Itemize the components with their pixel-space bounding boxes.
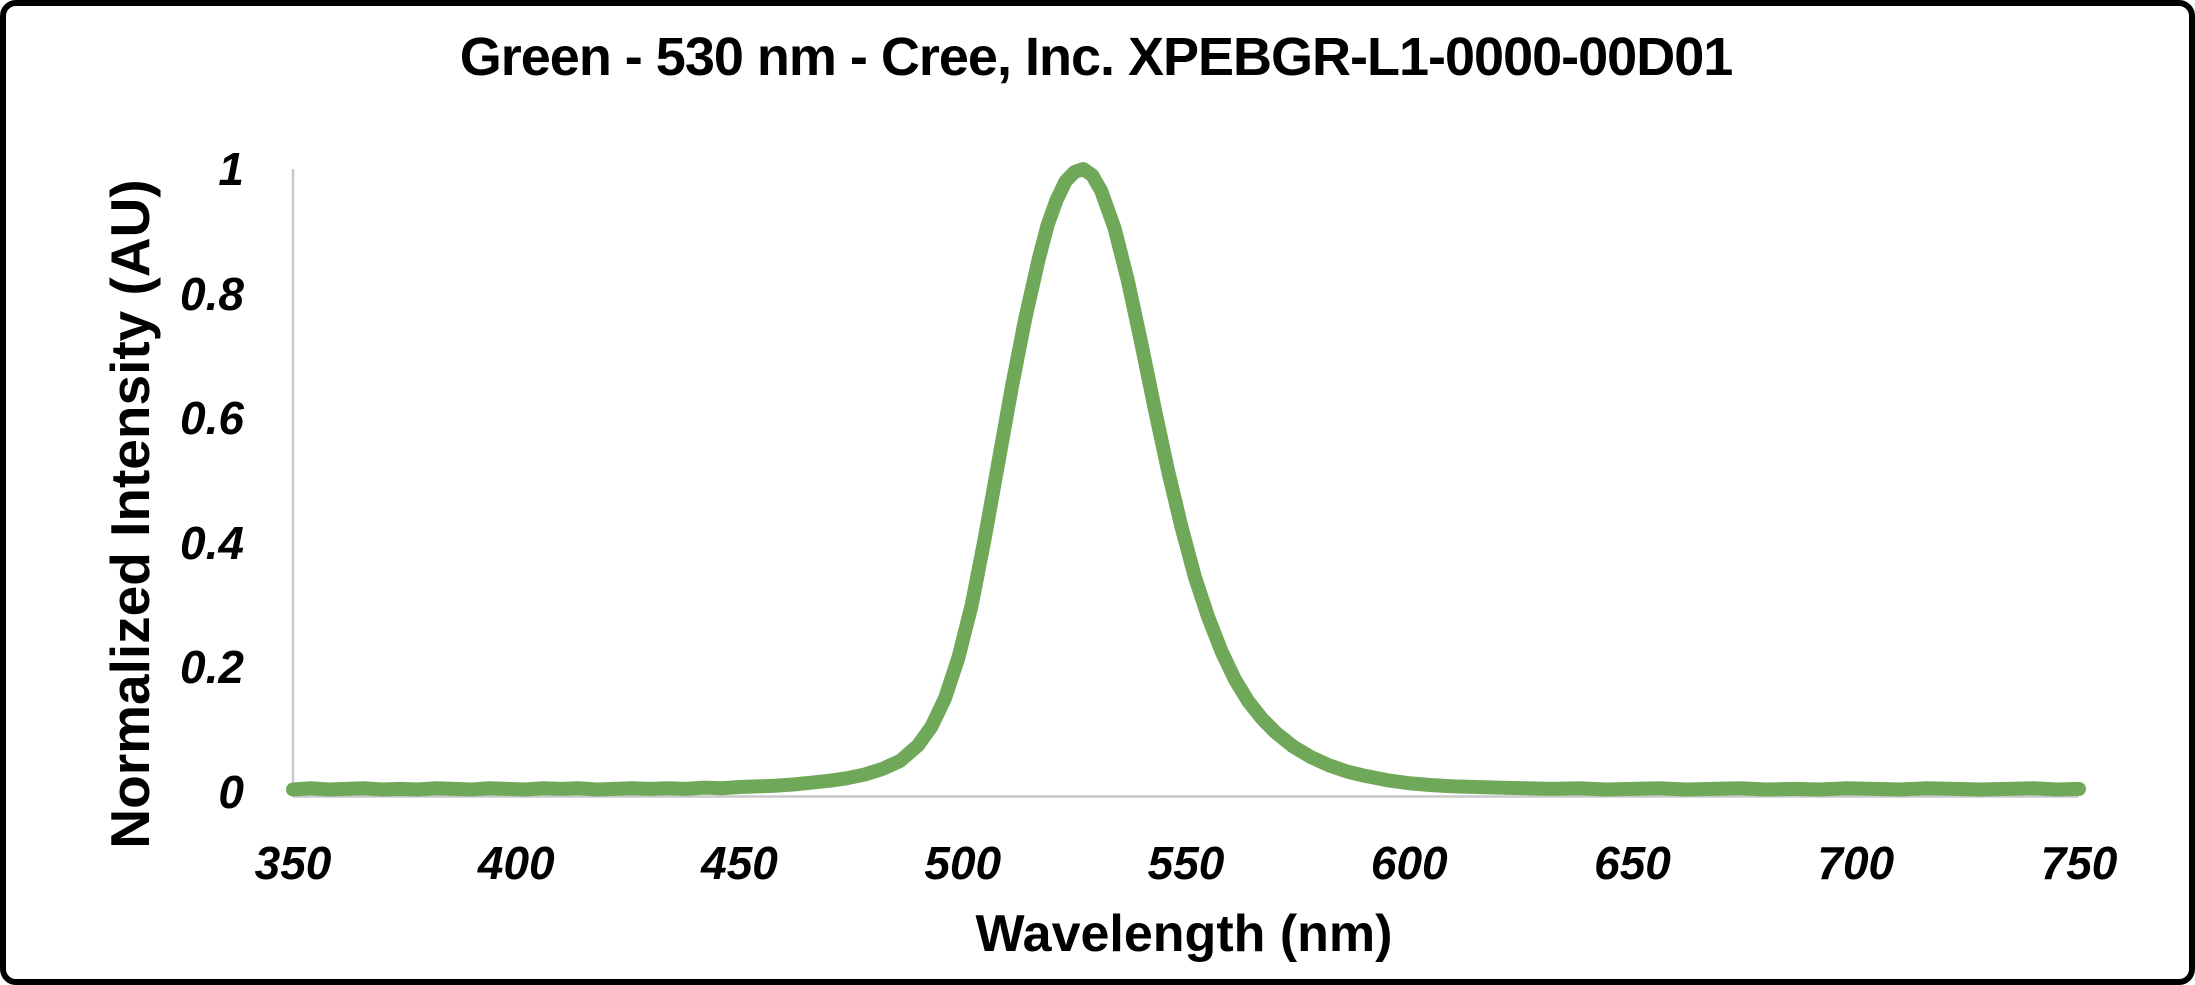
y-axis-tick-label: 0.4 (180, 516, 244, 569)
y-axis-tick-label: 0 (218, 766, 244, 818)
y-axis-tick-label: 0.8 (180, 267, 244, 320)
y-axis-tick-label: 0.6 (180, 392, 244, 445)
x-axis-title: Wavelength (nm) (975, 905, 1393, 963)
y-axis-tick-label: 1 (218, 143, 244, 195)
plot-area (286, 162, 2086, 798)
spectrum-curve (286, 162, 2086, 797)
y-axis-tick-label: 0.2 (180, 641, 244, 694)
chart-title: Green - 530 nm - Cree, Inc. XPEBGR-L1-00… (459, 27, 1734, 87)
